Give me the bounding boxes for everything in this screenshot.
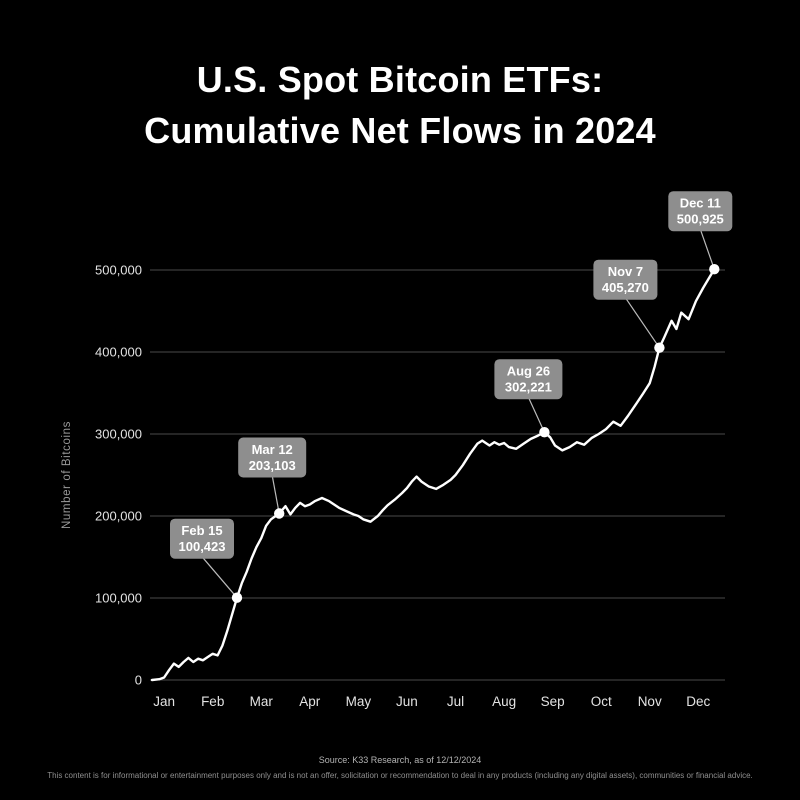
annotation-value-label: 302,221 (505, 380, 552, 395)
source-text: Source: K33 Research, as of 12/12/2024 (318, 755, 482, 765)
annotation-badge-background (494, 359, 563, 400)
y-tick-label: 400,000 (95, 345, 142, 360)
y-tick-label: 0 (135, 673, 142, 688)
x-tick-label: Aug (492, 694, 516, 709)
x-tick-label: Mar (250, 694, 274, 709)
title-line-1: U.S. Spot Bitcoin ETFs: (196, 59, 604, 100)
x-tick-label: Feb (201, 694, 224, 709)
y-tick-label: 200,000 (95, 509, 142, 524)
annotation-value-label: 405,270 (602, 280, 649, 295)
annotation-date-label: Mar 12 (252, 442, 293, 457)
page-title: U.S. Spot Bitcoin ETFs: Cumulative Net F… (0, 54, 800, 156)
annotation-stem (201, 556, 238, 599)
disclaimer-text: This content is for informational or ent… (47, 771, 753, 780)
x-tick-label: Jan (153, 694, 175, 709)
cumulative-net-flows-line-chart: 0 100,000 200,000 300,000 400,000 500,000 Jan F… (61, 191, 733, 709)
series-line (150, 267, 716, 682)
annotation-badge-background (668, 191, 733, 232)
annotation-date-label: Feb 15 (181, 523, 222, 538)
x-tick-label: Sep (541, 694, 565, 709)
data-point-marker (231, 592, 243, 603)
annotation-stem (271, 475, 280, 514)
annotation-stem (699, 229, 715, 270)
annotation-date-label: Nov 7 (608, 264, 643, 279)
y-tick-label: 300,000 (95, 427, 142, 442)
y-tick-label: 500,000 (95, 263, 142, 278)
chart-area: 0 100,000 200,000 300,000 400,000 500,000 Jan F… (0, 180, 800, 740)
annotation-stem (527, 396, 545, 433)
x-tick-label: Jul (447, 694, 464, 709)
annotation-date-label: Aug 26 (507, 364, 550, 379)
annotation-badge-background (593, 259, 658, 300)
title-line-2: Cumulative Net Flows in 2024 (144, 110, 656, 152)
annotation-badge-background (170, 518, 234, 559)
x-tick-label: Dec (686, 694, 710, 709)
data-point-marker (539, 427, 550, 438)
annotation-date-label: Dec 11 (680, 196, 721, 211)
data-point-marker (709, 264, 720, 275)
annotation-value-label: 203,103 (249, 458, 296, 473)
y-tick-label: 100,000 (95, 591, 142, 606)
annotation-badge-background (238, 437, 307, 478)
y-axis-title: Number of Bitcoins (61, 421, 73, 529)
x-tick-label: Apr (299, 694, 321, 709)
x-tick-label: Nov (638, 694, 662, 709)
footer: Source: K33 Research, as of 12/12/2024 T… (0, 755, 800, 780)
x-tick-label: Oct (591, 694, 612, 709)
x-tick-label: Jun (396, 694, 418, 709)
annotation-value-label: 100,423 (179, 539, 226, 554)
annotation-stem (624, 297, 660, 349)
x-tick-label: May (346, 694, 372, 709)
annotation-value-label: 500,925 (677, 212, 724, 227)
data-point-marker (274, 508, 285, 519)
data-point-marker (654, 342, 665, 353)
